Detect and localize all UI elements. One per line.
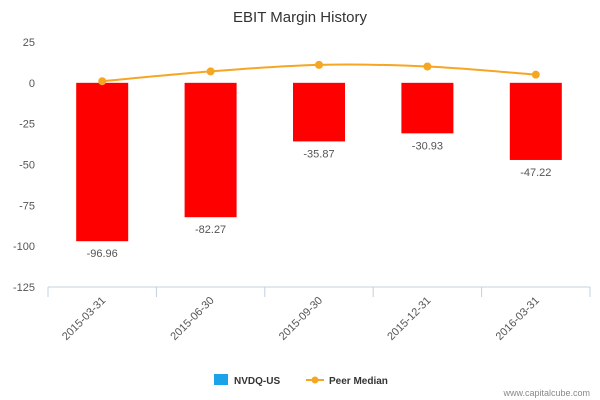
y-tick-label: -125 — [13, 282, 35, 294]
bar-2015-03-31[interactable] — [76, 82, 129, 242]
legend-label-nvdq[interactable]: NVDQ-US — [234, 376, 280, 387]
peer-median-point-2015-06-30[interactable] — [206, 67, 215, 76]
data-labels: -96.96 -82.27 -35.87 -30.93 -47.22 — [87, 140, 552, 260]
legend-swatch-peer-marker — [311, 376, 319, 384]
data-label: -96.96 — [87, 248, 118, 260]
y-tick-label: 25 — [23, 37, 35, 49]
legend-swatch-nvdq — [214, 374, 228, 385]
peer-median-point-2015-03-31[interactable] — [98, 77, 107, 86]
data-label: -35.87 — [303, 148, 334, 160]
line-series — [98, 60, 540, 86]
y-tick-label: -25 — [19, 119, 35, 131]
y-tick-label: -100 — [13, 241, 35, 253]
legend[interactable]: NVDQ-US Peer Median — [214, 374, 388, 387]
x-tick-label: 2016-03-31 — [494, 295, 542, 343]
peer-median-point-2016-03-31[interactable] — [531, 70, 540, 79]
bar-2015-09-30[interactable] — [293, 82, 345, 142]
x-axis: 2015-03-31 2015-06-30 2015-09-30 2015-12-31… — [47, 287, 591, 343]
bar-2015-06-30[interactable] — [184, 82, 237, 218]
x-tick-label: 2015-03-31 — [60, 295, 108, 343]
bar-series — [76, 82, 562, 242]
y-tick-label: 0 — [29, 78, 35, 90]
bar-2016-03-31[interactable] — [509, 82, 562, 160]
legend-label-peer-median[interactable]: Peer Median — [329, 376, 388, 387]
credit-text[interactable]: www.capitalcube.com — [502, 388, 590, 398]
data-label: -47.22 — [520, 167, 551, 179]
peer-median-point-2015-09-30[interactable] — [315, 60, 323, 69]
bar-2015-12-31[interactable] — [401, 82, 454, 134]
data-label: -82.27 — [195, 224, 226, 236]
x-tick-label: 2015-12-31 — [385, 295, 433, 343]
x-tick-label: 2015-06-30 — [168, 295, 216, 343]
peer-median-point-2015-12-31[interactable] — [423, 62, 432, 71]
y-axis: 25 0 -25 -50 -75 -100 -125 — [13, 37, 35, 294]
x-tick-label: 2015-09-30 — [277, 295, 325, 343]
chart-title: EBIT Margin History — [233, 9, 367, 26]
data-label: -30.93 — [412, 140, 443, 152]
y-tick-label: -75 — [19, 200, 35, 212]
y-tick-label: -50 — [19, 160, 35, 172]
